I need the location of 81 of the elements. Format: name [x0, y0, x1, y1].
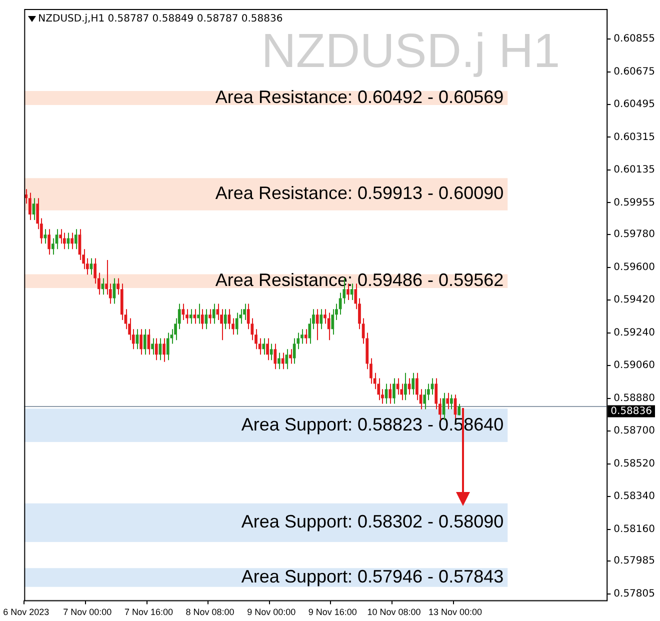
- candlestick: [388, 383, 392, 404]
- y-tick-label: 0.58880: [614, 392, 656, 404]
- y-tick-label: 0.59780: [614, 229, 656, 240]
- candlestick: [450, 394, 453, 410]
- y-tick-label: 0.58700: [614, 426, 656, 437]
- y-tick-label: 0.60675: [614, 66, 656, 78]
- candlestick: [316, 308, 319, 341]
- candlestick: [266, 338, 269, 361]
- candlestick: [62, 232, 66, 250]
- y-tick-label: 0.59955: [614, 197, 656, 208]
- y-tick-label: 0.58160: [614, 524, 656, 535]
- y-tick-label: 0.59060: [614, 360, 656, 372]
- band-label: Area Resistance: 0.59486 - 0.59562: [215, 270, 504, 290]
- candlestick: [320, 308, 323, 330]
- y-tick-label: 0.60315: [614, 132, 656, 143]
- band-label: Area Resistance: 0.59913 - 0.60090: [215, 183, 504, 204]
- candlestick: [262, 338, 266, 356]
- ref-line-label: 0.58836: [610, 406, 652, 417]
- candlestick: [243, 303, 246, 321]
- candlestick: [292, 338, 296, 364]
- x-tick-label: 13 Nov 00:00: [428, 607, 482, 618]
- candlestick: [281, 352, 284, 370]
- candlestick: [200, 308, 204, 330]
- candlestick: [51, 238, 54, 256]
- candlestick: [308, 318, 312, 344]
- candlestick: [289, 348, 292, 364]
- x-tick-label: 10 Nov 08:00: [367, 607, 421, 618]
- candlestick: [304, 328, 308, 344]
- candlestick: [392, 378, 396, 404]
- candlestick: [28, 192, 32, 221]
- candlestick: [208, 308, 212, 324]
- y-tick-label: 0.59420: [614, 294, 656, 306]
- y-tick-label: 0.57985: [614, 556, 656, 567]
- candlestick: [140, 328, 142, 356]
- band-label: Area Support: 0.57946 - 0.57843: [241, 566, 504, 587]
- candlestick: [143, 328, 146, 356]
- candlestick: [446, 392, 450, 410]
- candlestick: [384, 383, 388, 404]
- x-tick-label: 7 Nov 00:00: [63, 607, 112, 618]
- candlestick: [197, 303, 200, 324]
- candlestick: [48, 228, 51, 256]
- candlestick: [166, 332, 170, 361]
- candlestick: [412, 372, 415, 396]
- candlestick: [404, 372, 407, 401]
- candlestick: [154, 338, 158, 361]
- band-label: Area Support: 0.58302 - 0.58090: [241, 512, 504, 532]
- y-tick-label: 0.60495: [614, 99, 656, 110]
- y-tick-label: 0.59600: [614, 262, 656, 273]
- candlestick: [74, 228, 78, 250]
- text: NZDUSD.j,H1 0.58787 0.58849 0.58787 0.58836: [38, 14, 283, 25]
- candlestick: [212, 303, 216, 324]
- candlestick: [338, 292, 342, 316]
- x-tick-label: 9 Nov 00:00: [247, 607, 296, 618]
- candlestick: [162, 338, 166, 362]
- x-tick-label: 6 Nov 2023: [3, 607, 50, 618]
- candlestick: [189, 308, 192, 324]
- candlestick: [331, 308, 334, 336]
- candlestick: [235, 312, 238, 336]
- candlestick: [105, 260, 108, 296]
- candlestick: [151, 338, 154, 356]
- candlestick: [416, 372, 418, 401]
- candlestick: [224, 308, 227, 330]
- candlestick: [270, 343, 273, 361]
- band-label: Area Resistance: 0.60492 - 0.60569: [215, 87, 504, 108]
- candlestick: [59, 228, 62, 244]
- candlestick: [350, 283, 354, 301]
- y-tick-label: 0.60855: [614, 34, 656, 45]
- x-tick-label: 7 Nov 16:00: [124, 607, 173, 618]
- y-tick-label: 0.60135: [614, 164, 656, 176]
- candlestick: [70, 232, 74, 250]
- candlestick: [327, 312, 330, 341]
- y-tick-label: 0.58340: [614, 491, 656, 502]
- candlestick: [278, 352, 280, 370]
- y-tick-label: 0.59240: [614, 327, 656, 338]
- x-tick-label: 9 Nov 16:00: [308, 607, 357, 618]
- candlestick: [274, 343, 277, 370]
- y-tick-label: 0.57805: [614, 588, 656, 600]
- candlestick: [423, 388, 426, 410]
- x-tick-label: 8 Nov 08:00: [186, 607, 234, 618]
- y-tick-label: 0.58520: [614, 458, 656, 470]
- candlestick: [285, 348, 288, 370]
